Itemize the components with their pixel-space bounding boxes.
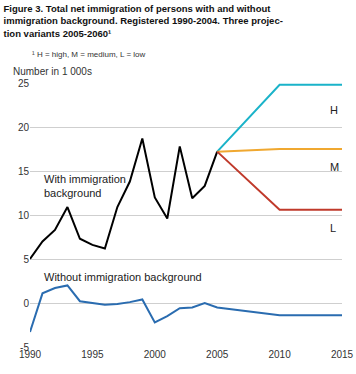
svg-text:2000: 2000 — [144, 349, 167, 360]
svg-text:15: 15 — [18, 166, 30, 177]
svg-text:25: 25 — [18, 78, 30, 89]
svg-text:-5: -5 — [20, 342, 29, 353]
svg-text:5: 5 — [23, 254, 29, 265]
svg-text:2010: 2010 — [268, 349, 291, 360]
svg-text:10: 10 — [18, 210, 30, 221]
svg-text:0: 0 — [23, 298, 29, 309]
svg-text:1995: 1995 — [81, 349, 104, 360]
svg-text:1990: 1990 — [19, 349, 42, 360]
svg-text:2005: 2005 — [206, 349, 229, 360]
svg-text:H: H — [330, 104, 338, 116]
svg-text:M: M — [330, 161, 339, 173]
svg-text:With immigrationbackground: With immigrationbackground — [44, 173, 126, 199]
svg-text:Figure 3. Total net immigratio: Figure 3. Total net immigration of perso… — [4, 3, 283, 39]
svg-text:¹ H = high, M = medium, L = lo: ¹ H = high, M = medium, L = low — [32, 50, 146, 59]
svg-text:20: 20 — [18, 122, 30, 133]
svg-text:L: L — [330, 222, 336, 234]
svg-text:Number in 1 000s: Number in 1 000s — [13, 66, 92, 77]
svg-text:Without immigration background: Without immigration background — [44, 271, 202, 283]
svg-text:2015: 2015 — [331, 349, 354, 360]
